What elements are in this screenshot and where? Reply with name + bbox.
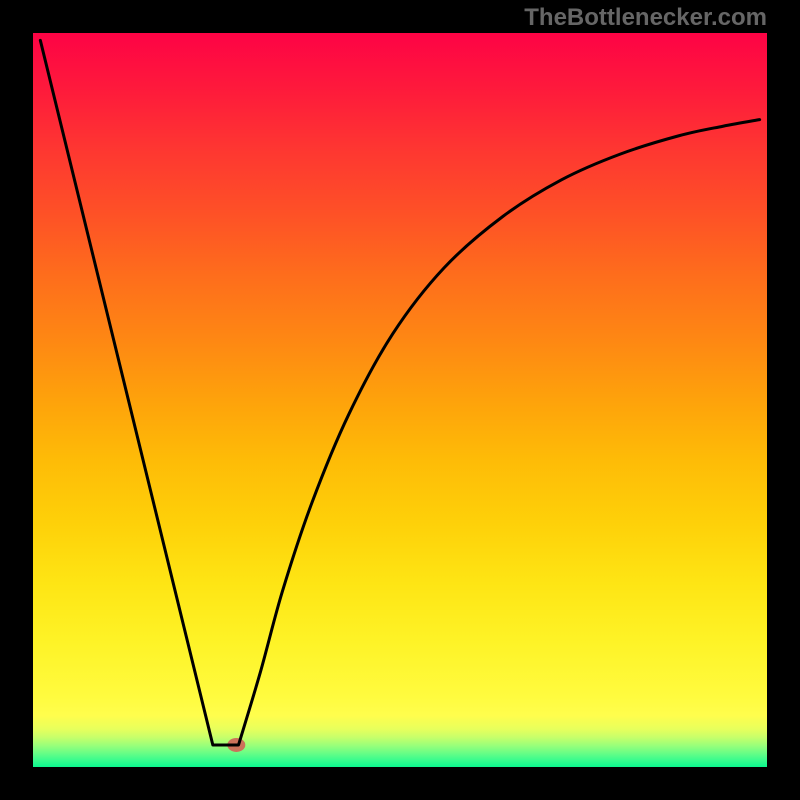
plot-area	[33, 33, 767, 767]
watermark-text: TheBottlenecker.com	[524, 4, 767, 32]
chart-container: { "canvas": { "width": 800, "height": 80…	[0, 0, 800, 800]
bottleneck-curve	[40, 40, 759, 745]
curve-svg	[33, 33, 767, 767]
